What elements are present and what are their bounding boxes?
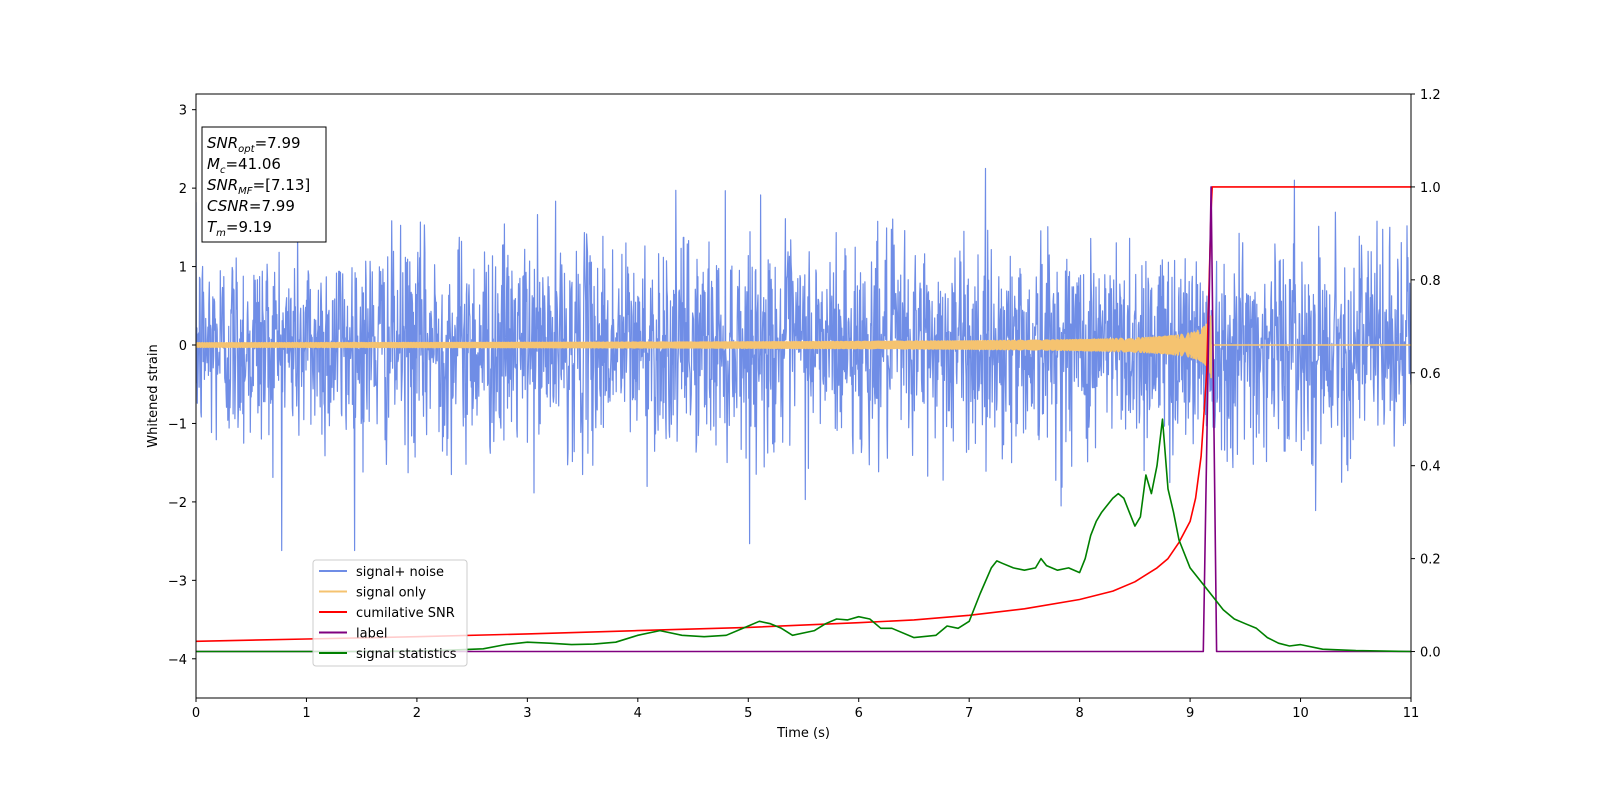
y-left-tick-label: −4	[168, 653, 187, 668]
y-left-tick-label: −2	[168, 496, 187, 511]
x-tick-label: 9	[1186, 706, 1194, 721]
legend-label: cumilative SNR	[356, 606, 455, 621]
y-left-tick-label: 3	[179, 104, 187, 119]
series-line-4	[196, 418, 1411, 653]
annotation-frame	[201, 126, 327, 243]
annotation-line: Mc=41.06	[207, 155, 281, 176]
annotation-line: SNRopt=7.99	[207, 134, 301, 155]
y-axis-label: Whitened strain	[146, 344, 161, 447]
y-left-tick-label: −1	[168, 417, 187, 432]
y-right-tick-label: 0.4	[1420, 460, 1441, 475]
y-left-tick-label: −3	[168, 574, 187, 589]
series-line-3	[196, 186, 1411, 653]
legend-frame	[312, 559, 468, 667]
x-tick-label: 4	[634, 706, 642, 721]
x-tick-label: 6	[855, 706, 863, 721]
y-left-tick-label: 2	[179, 182, 187, 197]
x-tick-label: 7	[965, 706, 973, 721]
x-tick-label: 3	[523, 706, 531, 721]
legend: signal+ noise signal only cumilative SNR la…	[312, 559, 468, 667]
plot-frame	[195, 93, 1412, 699]
y-right-tick-label: 0.8	[1420, 274, 1441, 289]
annotation-line: CSNR=7.99	[207, 197, 295, 215]
series-line-0	[196, 167, 1411, 552]
x-tick-label: 5	[744, 706, 752, 721]
x-tick-label: 8	[1075, 706, 1083, 721]
y-left-tick-label: 1	[179, 261, 187, 276]
y-right-tick-label: 1.0	[1420, 181, 1441, 196]
legend-label: signal only	[356, 586, 426, 601]
x-tick-label: 11	[1403, 706, 1420, 721]
y-right-tick-label: 0.2	[1420, 553, 1441, 568]
series-layer	[196, 167, 1411, 653]
x-tick-label: 2	[413, 706, 421, 721]
x-tick-label: 0	[192, 706, 200, 721]
x-axis-label: Time (s)	[776, 726, 830, 741]
annotation-box: SNRopt=7.99Mc=41.06SNRMF=[7.13]CSNR=7.99…	[201, 126, 327, 243]
legend-label: signal statistics	[356, 647, 457, 662]
y-right-tick-label: 0.6	[1420, 367, 1441, 382]
series-line-2	[196, 186, 1411, 643]
annotation-line: SNRMF=[7.13]	[207, 176, 310, 197]
y-left-tick-label: 0	[179, 339, 187, 354]
x-tick-label: 1	[302, 706, 310, 721]
x-tick-label: 10	[1292, 706, 1309, 721]
legend-label: signal+ noise	[356, 565, 444, 580]
legend-label: label	[356, 627, 387, 642]
y-right-tick-label: 1.2	[1420, 88, 1441, 103]
annotation-line: Tm=9.19	[207, 218, 272, 239]
y-right-tick-label: 0.0	[1420, 646, 1441, 661]
